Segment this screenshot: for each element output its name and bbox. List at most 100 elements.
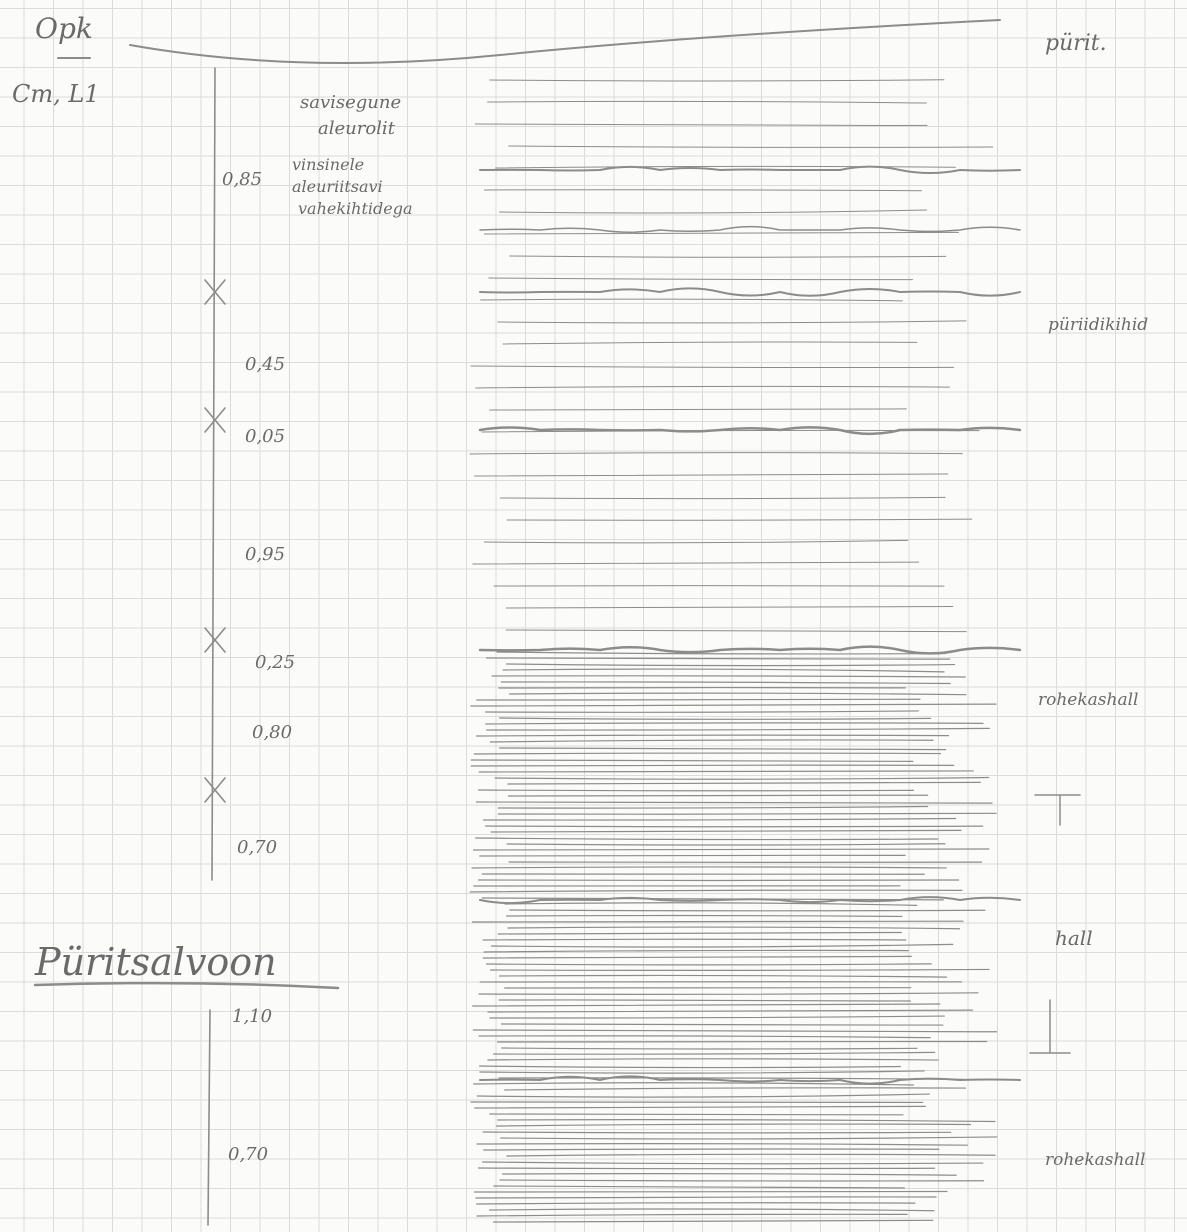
hatch-line: [479, 1036, 930, 1038]
hatch-line: [476, 838, 938, 840]
hatch-line: [500, 1180, 984, 1181]
hatch-line: [503, 1174, 957, 1176]
side-note: rohekashall: [1038, 690, 1139, 710]
zone-underline: [35, 983, 338, 988]
hatch-line: [487, 964, 932, 965]
hatch-line: [507, 916, 902, 917]
hatch-line: [480, 1071, 924, 1073]
boundary-mark: [205, 778, 225, 802]
hatch-line: [479, 771, 973, 772]
hatch-line: [474, 753, 940, 754]
hatch-line: [502, 1048, 917, 1049]
hatch-line: [473, 849, 988, 850]
hatch-line: [499, 1000, 910, 1001]
hatch-line: [477, 1203, 915, 1204]
hatch-line: [510, 693, 966, 695]
hatch-line: [490, 1114, 903, 1115]
hatch-line: [505, 903, 917, 906]
hatch-line: [476, 386, 950, 388]
hatch-line: [497, 652, 946, 654]
hatch-line: [498, 1120, 995, 1122]
hatch-line: [490, 740, 933, 742]
bed-line: [480, 227, 1020, 233]
hatch-line: [491, 969, 989, 970]
hatch-line: [490, 80, 944, 81]
description: vinsinele: [292, 155, 364, 174]
hatch-line: [500, 497, 945, 498]
hatch-line: [490, 1209, 934, 1211]
page: Opk Cm, L1 pürit. savisegune aleurolit v…: [0, 0, 1187, 1232]
hatch-line: [508, 782, 980, 784]
hatch-line: [471, 760, 912, 761]
hatch-line: [471, 704, 996, 706]
hatch-line: [476, 1197, 936, 1198]
shading: [470, 80, 997, 1222]
side-note: hall: [1055, 926, 1093, 950]
thickness: 0,85: [222, 169, 262, 190]
hatch-line: [471, 366, 954, 368]
hatch-line: [488, 101, 927, 103]
hatch-line: [487, 728, 990, 730]
hatch-line: [479, 880, 959, 881]
hatch-line: [470, 453, 962, 454]
hatch-line: [477, 1094, 929, 1097]
thickness: 1,10: [232, 1006, 272, 1027]
hatch-line: [484, 1149, 939, 1150]
hatch-line: [477, 699, 920, 700]
hatch-line: [487, 658, 950, 659]
bracket: [1030, 795, 1080, 1053]
hatch-line: [499, 210, 926, 213]
description: savisegune: [300, 92, 401, 113]
hatch-line: [494, 1186, 905, 1188]
hatch-line: [483, 818, 955, 820]
hatch-line: [486, 723, 983, 724]
hatch-line: [490, 409, 907, 410]
description: vahekihtidega: [298, 199, 413, 218]
hatch-line: [473, 921, 964, 922]
hatch-line: [474, 1083, 914, 1085]
hatch-line: [491, 944, 953, 947]
hatch-line: [501, 1024, 942, 1025]
hatch-line: [494, 1220, 933, 1222]
hatch-line: [507, 844, 945, 845]
hatch-line: [473, 562, 919, 564]
thickness: 0,70: [228, 1144, 268, 1165]
hatch-line: [478, 1168, 934, 1169]
formation: Opk: [35, 12, 93, 45]
hatch-line: [481, 299, 903, 301]
hatch-line: [489, 278, 913, 280]
hatch-line: [509, 146, 993, 147]
hatch-line: [483, 939, 906, 940]
hatch-line: [491, 830, 961, 832]
hatch-line: [477, 1214, 907, 1216]
hatch-line: [509, 795, 928, 796]
hatch-line: [483, 956, 911, 958]
hatch-line: [484, 950, 908, 952]
bed-line: [480, 288, 1020, 295]
hatch-line: [478, 790, 913, 791]
hatch-line: [477, 735, 949, 736]
hatch-line: [500, 748, 946, 750]
hatch-line: [484, 232, 958, 234]
hatch-line: [480, 1066, 901, 1068]
hatch-line: [498, 807, 927, 809]
zone: Püritsalvoon: [34, 940, 277, 984]
hatch-line: [497, 1124, 971, 1126]
hatch-line: [474, 474, 947, 476]
hatch-line: [484, 190, 921, 191]
hatch-line: [476, 802, 992, 803]
thickness: 0,45: [245, 354, 285, 375]
hatch-line: [483, 1162, 983, 1164]
hatch-line: [501, 1137, 997, 1139]
hatch-line: [495, 778, 989, 780]
hatch-line: [484, 540, 907, 543]
index: Cm, L1: [12, 80, 100, 108]
hatch-line: [486, 826, 983, 827]
hatch-line: [475, 124, 927, 125]
hatch-line: [501, 682, 950, 684]
hatch-line: [507, 519, 971, 520]
hatch-line: [470, 890, 962, 892]
hatch-line: [488, 1010, 972, 1012]
hatch-line: [498, 321, 966, 323]
hatch-line: [479, 993, 978, 995]
